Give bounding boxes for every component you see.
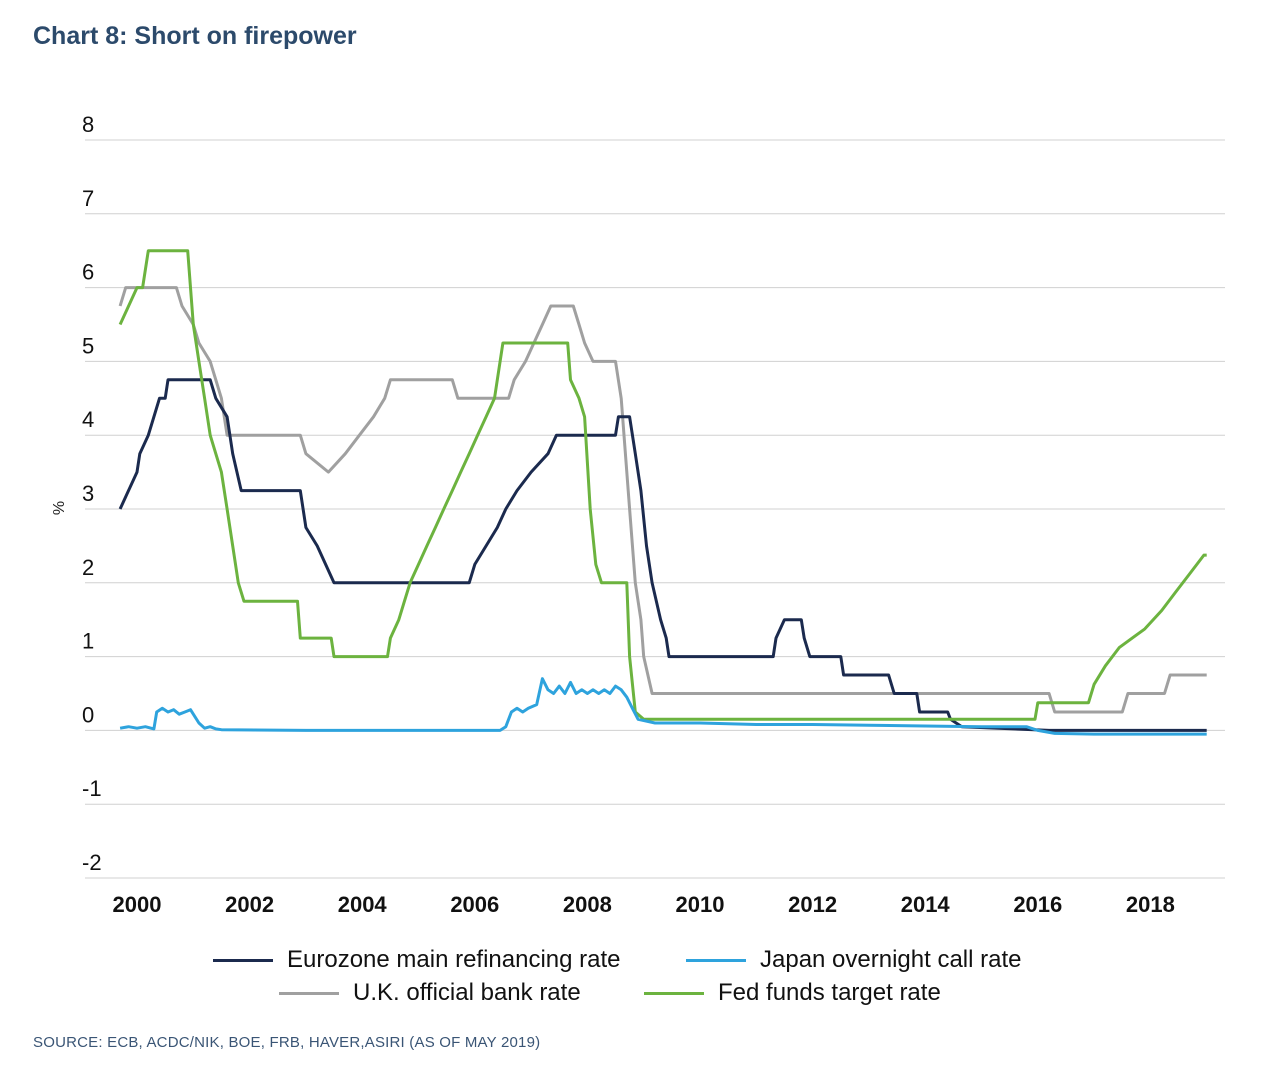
y-tick-label: -1 [82,776,102,801]
legend-swatch-eurozone [213,958,273,962]
legend-item-japan: Japan overnight call rate [686,943,1022,977]
y-tick-label: 2 [82,555,94,580]
series-line-fed-funds-target-rate [118,249,1207,721]
y-tick-label: 6 [82,260,94,285]
legend-swatch-japan [686,958,746,962]
legend-label-uk: U.K. official bank rate [353,979,581,1006]
x-tick-label: 2008 [563,892,612,917]
x-tick-label: 2002 [225,892,274,917]
legend-swatch-uk [279,991,339,995]
series-line-u-k-official-bank-rate [118,286,1207,714]
x-tick-label: 2006 [450,892,499,917]
legend-label-eurozone: Eurozone main refinancing rate [287,946,621,973]
legend-swatch-fed [644,991,704,995]
legend-label-fed: Fed funds target rate [718,979,941,1006]
legend-item-eurozone: Eurozone main refinancing rate [213,943,621,977]
x-tick-label: 2016 [1013,892,1062,917]
x-tick-label: 2014 [901,892,951,917]
legend-item-fed: Fed funds target rate [644,976,941,1010]
y-tick-label: 5 [82,333,94,358]
y-tick-label: 8 [82,112,94,137]
x-axis-ticks: 2000 2002 2004 2006 2008 2010 2012 2014 2016 2018 [113,892,1175,917]
x-tick-label: 2000 [113,892,162,917]
x-tick-label: 2010 [676,892,725,917]
legend-item-uk: U.K. official bank rate [279,976,581,1010]
x-tick-label: 2004 [338,892,388,917]
chart-title: Chart 8: Short on firepower [33,22,357,50]
y-axis-ticks: 8 7 6 5 4 3 2 1 0 -1 -2 [82,112,102,875]
y-tick-label: 3 [82,481,94,506]
series-lines [118,249,1207,736]
y-axis-label: % [51,501,68,515]
series-line-eurozone-main-refinancing-rate [118,378,1207,732]
y-tick-label: 4 [82,407,94,432]
source-note: SOURCE: ECB, ACDC/NIK, BOE, FRB, HAVER,A… [33,1034,541,1051]
y-tick-label: 1 [82,629,94,654]
series-line-japan-overnight-call-rate [119,677,1207,736]
y-tick-label: 7 [82,186,94,211]
gridlines [85,139,1225,879]
y-tick-label: 0 [82,702,94,727]
legend-label-japan: Japan overnight call rate [760,946,1022,973]
y-tick-label: -2 [82,850,102,875]
x-tick-label: 2012 [788,892,837,917]
x-tick-label: 2018 [1126,892,1175,917]
